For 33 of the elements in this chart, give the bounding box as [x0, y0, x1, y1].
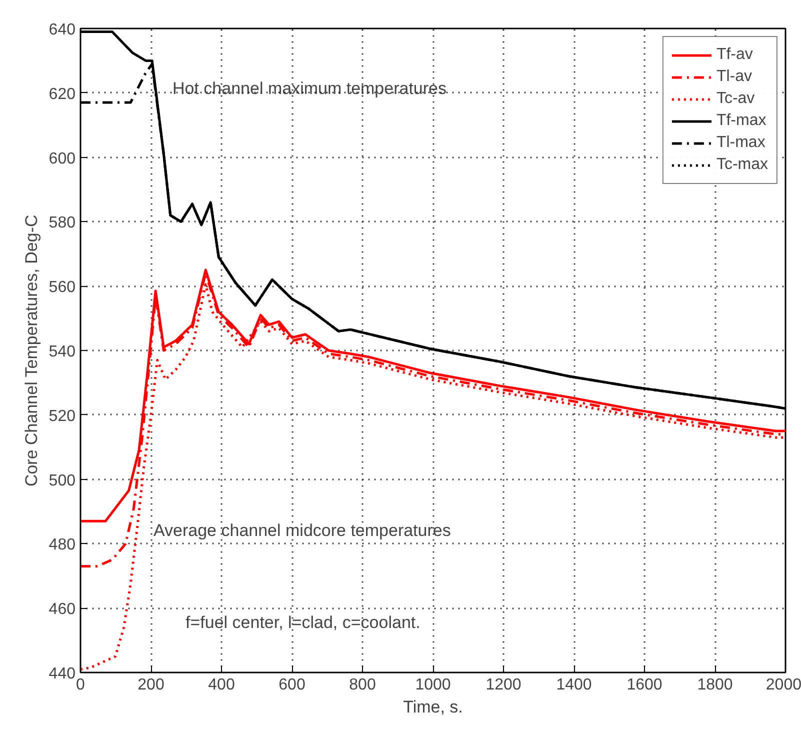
- annotation: Average channel midcore temperatures: [154, 521, 451, 540]
- x-tick-label: 0: [76, 676, 86, 694]
- annotation: Hot channel maximum temperatures: [172, 79, 447, 98]
- y-tick-label: 500: [48, 472, 76, 490]
- x-tick-label: 2000: [766, 676, 801, 694]
- legend-label: Tl-av: [716, 68, 752, 86]
- y-tick-label: 540: [48, 344, 76, 360]
- legend-label: Tf-av: [716, 46, 753, 64]
- x-tick-label: 1400: [556, 676, 592, 694]
- y-tick-label: 620: [48, 86, 76, 103]
- y-tick-label: 600: [48, 150, 76, 168]
- legend-label: Tc-av: [716, 90, 755, 108]
- y-tick-label: 460: [48, 601, 76, 618]
- x-tick-label: 800: [349, 676, 376, 694]
- y-tick-label: 480: [48, 536, 76, 554]
- x-tick-label: 600: [278, 676, 306, 694]
- y-tick-label: 640: [48, 22, 76, 38]
- legend-label: Tf-max: [716, 112, 766, 130]
- y-tick-label: 520: [48, 408, 76, 425]
- x-tick-label: 200: [138, 676, 164, 694]
- legend-label: Tc-max: [716, 156, 768, 174]
- y-tick-label: 580: [48, 214, 76, 232]
- x-tick-label: 1600: [626, 676, 662, 694]
- x-axis-title: Time, s.: [403, 698, 463, 716]
- y-tick-label: 560: [48, 279, 76, 296]
- legend-label: Tl-max: [716, 134, 766, 152]
- x-tick-label: 1800: [697, 676, 733, 694]
- y-tick-label: 440: [48, 666, 76, 682]
- x-tick-label: 400: [208, 676, 235, 694]
- x-tick-label: 1200: [486, 676, 522, 694]
- x-tick-label: 1000: [415, 676, 451, 694]
- y-axis-title: Core Channel Temperatures, Deg-C: [22, 214, 41, 487]
- annotation: f=fuel center, l=clad, c=coolant.: [186, 613, 420, 632]
